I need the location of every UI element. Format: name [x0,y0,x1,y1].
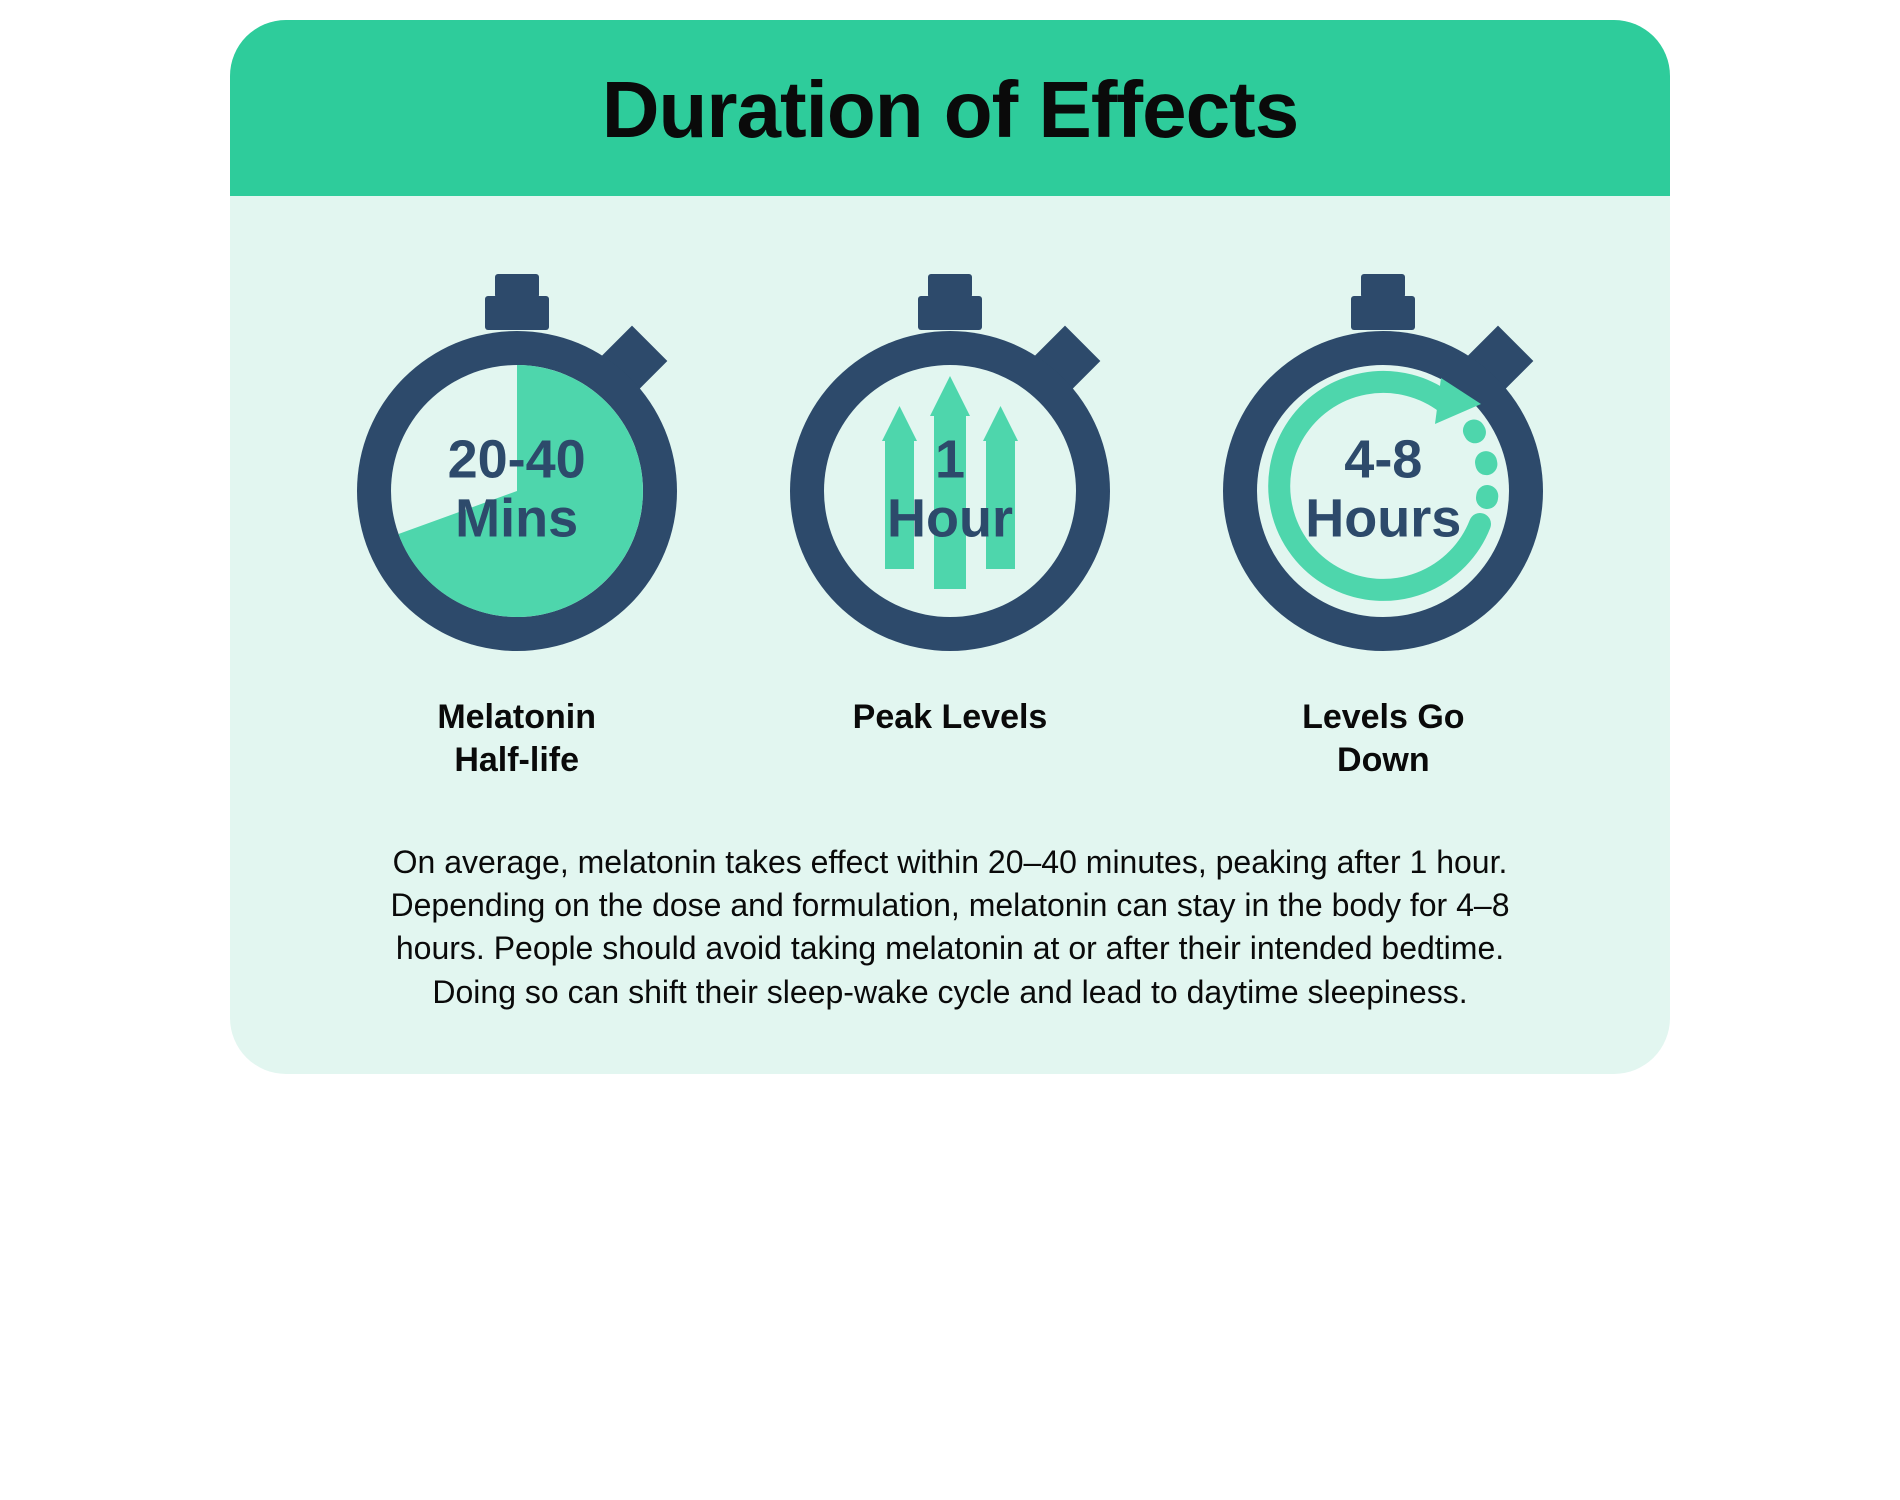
stopwatch-icon: 4-8 Hours [1203,266,1563,666]
caption-line2: Half-life [454,741,579,779]
caption-line1: Melatonin [437,698,596,736]
stat-value: 4-8 Hours [1239,431,1527,550]
stat-item-half-life: 20-40 Mins Melatonin Half-life [320,266,713,781]
stat-value: 1 Hour [806,431,1094,550]
value-line1: 1 [935,430,965,490]
stat-caption: Melatonin Half-life [437,696,596,781]
card-body: 20-40 Mins Melatonin Half-life [230,196,1670,1074]
value-line1: 4-8 [1344,430,1422,490]
stopwatch-icon: 1 Hour [770,266,1130,666]
stat-item-levels-down: 4-8 Hours Levels Go Down [1187,266,1580,781]
infographic-card: Duration of Effects [230,20,1670,1074]
footer-paragraph: On average, melatonin takes effect withi… [320,811,1580,1014]
stopwatch-row: 20-40 Mins Melatonin Half-life [320,266,1580,781]
page-title: Duration of Effects [250,64,1650,156]
value-line2: Hours [1305,489,1461,549]
value-line2: Hour [887,489,1013,549]
value-line1: 20-40 [448,430,586,490]
stat-item-peak: 1 Hour Peak Levels [753,266,1146,739]
value-line2: Mins [455,489,578,549]
caption-line2: Down [1337,741,1430,779]
stat-value: 20-40 Mins [373,431,661,550]
stopwatch-icon: 20-40 Mins [337,266,697,666]
header-band: Duration of Effects [230,20,1670,196]
stat-caption: Peak Levels [853,696,1048,739]
stat-caption: Levels Go Down [1302,696,1465,781]
caption-line1: Levels Go [1302,698,1465,736]
caption-line1: Peak Levels [853,698,1048,736]
